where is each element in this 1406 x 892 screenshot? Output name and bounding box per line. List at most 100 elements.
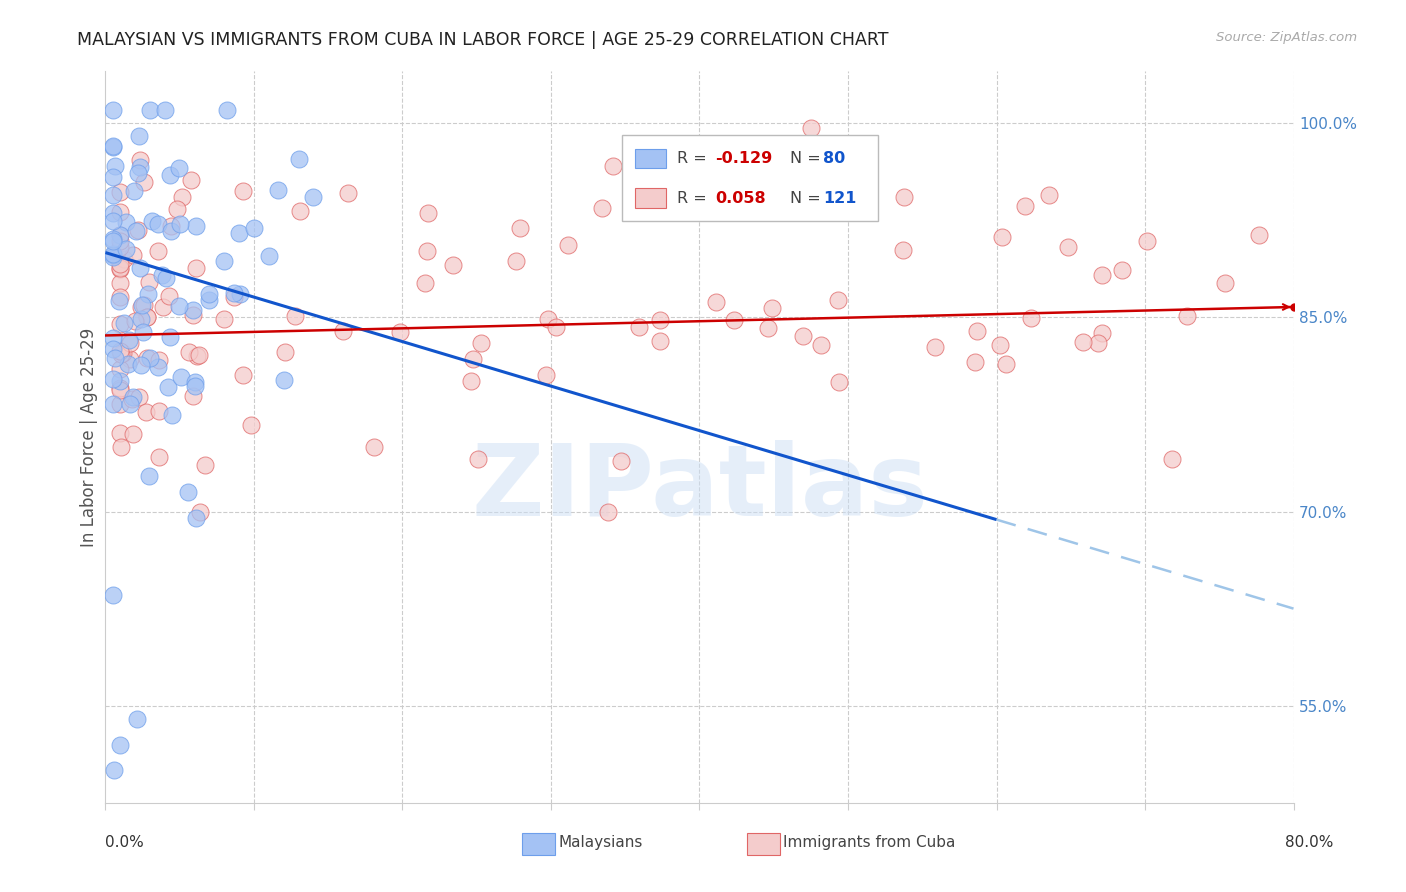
Point [198, 293, 221, 307]
Point [122, 390, 145, 404]
Point [125, 224, 148, 238]
Point [1019, 310, 1042, 325]
Point [186, 260, 208, 275]
Text: Malaysians: Malaysians [558, 836, 643, 850]
Point [101, 206, 124, 220]
Text: Source: ZipAtlas.com: Source: ZipAtlas.com [1216, 31, 1357, 45]
Point [188, 348, 211, 362]
Point [222, 289, 245, 303]
Point [101, 343, 124, 357]
Point [159, 330, 181, 344]
Point [1249, 227, 1271, 242]
Point [129, 312, 152, 326]
Point [243, 220, 266, 235]
Point [810, 337, 832, 351]
Point [991, 230, 1014, 244]
Point [167, 161, 190, 176]
Point [110, 290, 132, 304]
Text: 80.0%: 80.0% [1285, 836, 1333, 850]
Text: N =: N = [790, 151, 825, 166]
Point [146, 359, 169, 374]
Point [127, 222, 149, 236]
Point [120, 336, 142, 351]
Point [1213, 276, 1236, 290]
Point [337, 186, 360, 201]
Point [139, 103, 162, 118]
Point [828, 375, 851, 389]
Point [1014, 199, 1036, 213]
Point [1091, 268, 1114, 282]
Point [800, 121, 823, 136]
Point [186, 349, 208, 363]
Point [1136, 234, 1159, 248]
Point [129, 153, 152, 167]
Point [136, 351, 159, 366]
Point [108, 738, 131, 752]
Point [170, 370, 193, 384]
Point [101, 372, 124, 386]
Point [132, 298, 155, 312]
Point [156, 380, 179, 394]
Point [148, 404, 170, 418]
Point [125, 712, 148, 726]
Point [112, 346, 135, 360]
Point [1111, 263, 1133, 277]
Point [232, 184, 254, 198]
Point [110, 228, 132, 243]
Text: -0.129: -0.129 [714, 151, 772, 166]
Y-axis label: In Labor Force | Age 25-29: In Labor Force | Age 25-29 [80, 327, 98, 547]
Point [389, 325, 412, 339]
Point [214, 253, 236, 268]
Point [184, 375, 207, 389]
Point [108, 293, 131, 308]
Text: 121: 121 [823, 191, 856, 205]
Point [152, 300, 174, 314]
Point [122, 248, 145, 262]
Point [115, 215, 138, 229]
Point [287, 152, 309, 166]
Point [108, 228, 131, 243]
Point [112, 252, 135, 267]
Point [761, 301, 783, 316]
Point [110, 361, 132, 376]
Point [110, 381, 132, 395]
Point [924, 340, 946, 354]
Point [183, 379, 205, 393]
Point [155, 270, 177, 285]
Point [1161, 452, 1184, 467]
Point [461, 351, 484, 366]
Point [609, 453, 631, 467]
Point [160, 408, 183, 422]
Point [1087, 336, 1109, 351]
Point [180, 172, 202, 186]
Point [792, 329, 814, 343]
FancyBboxPatch shape [623, 135, 877, 221]
Point [101, 331, 124, 345]
Point [186, 219, 208, 233]
Point [413, 277, 436, 291]
Point [963, 354, 986, 368]
Point [228, 226, 250, 240]
Point [110, 257, 132, 271]
Point [110, 397, 132, 411]
Point [101, 247, 124, 261]
Point [509, 221, 531, 235]
Point [534, 368, 557, 382]
Point [128, 390, 150, 404]
Point [166, 202, 188, 216]
Point [132, 325, 155, 339]
Point [101, 214, 124, 228]
Point [302, 190, 325, 204]
Point [416, 205, 439, 219]
Text: MALAYSIAN VS IMMIGRANTS FROM CUBA IN LABOR FORCE | AGE 25-29 CORRELATION CHART: MALAYSIAN VS IMMIGRANTS FROM CUBA IN LAB… [77, 31, 889, 49]
Point [232, 368, 254, 383]
Point [103, 764, 125, 778]
Text: ZIPatlas: ZIPatlas [471, 440, 928, 537]
Point [273, 373, 295, 387]
Point [181, 302, 204, 317]
Text: 80: 80 [823, 151, 845, 166]
Point [160, 219, 183, 233]
Point [650, 334, 672, 348]
Point [179, 345, 201, 359]
Point [121, 392, 143, 407]
